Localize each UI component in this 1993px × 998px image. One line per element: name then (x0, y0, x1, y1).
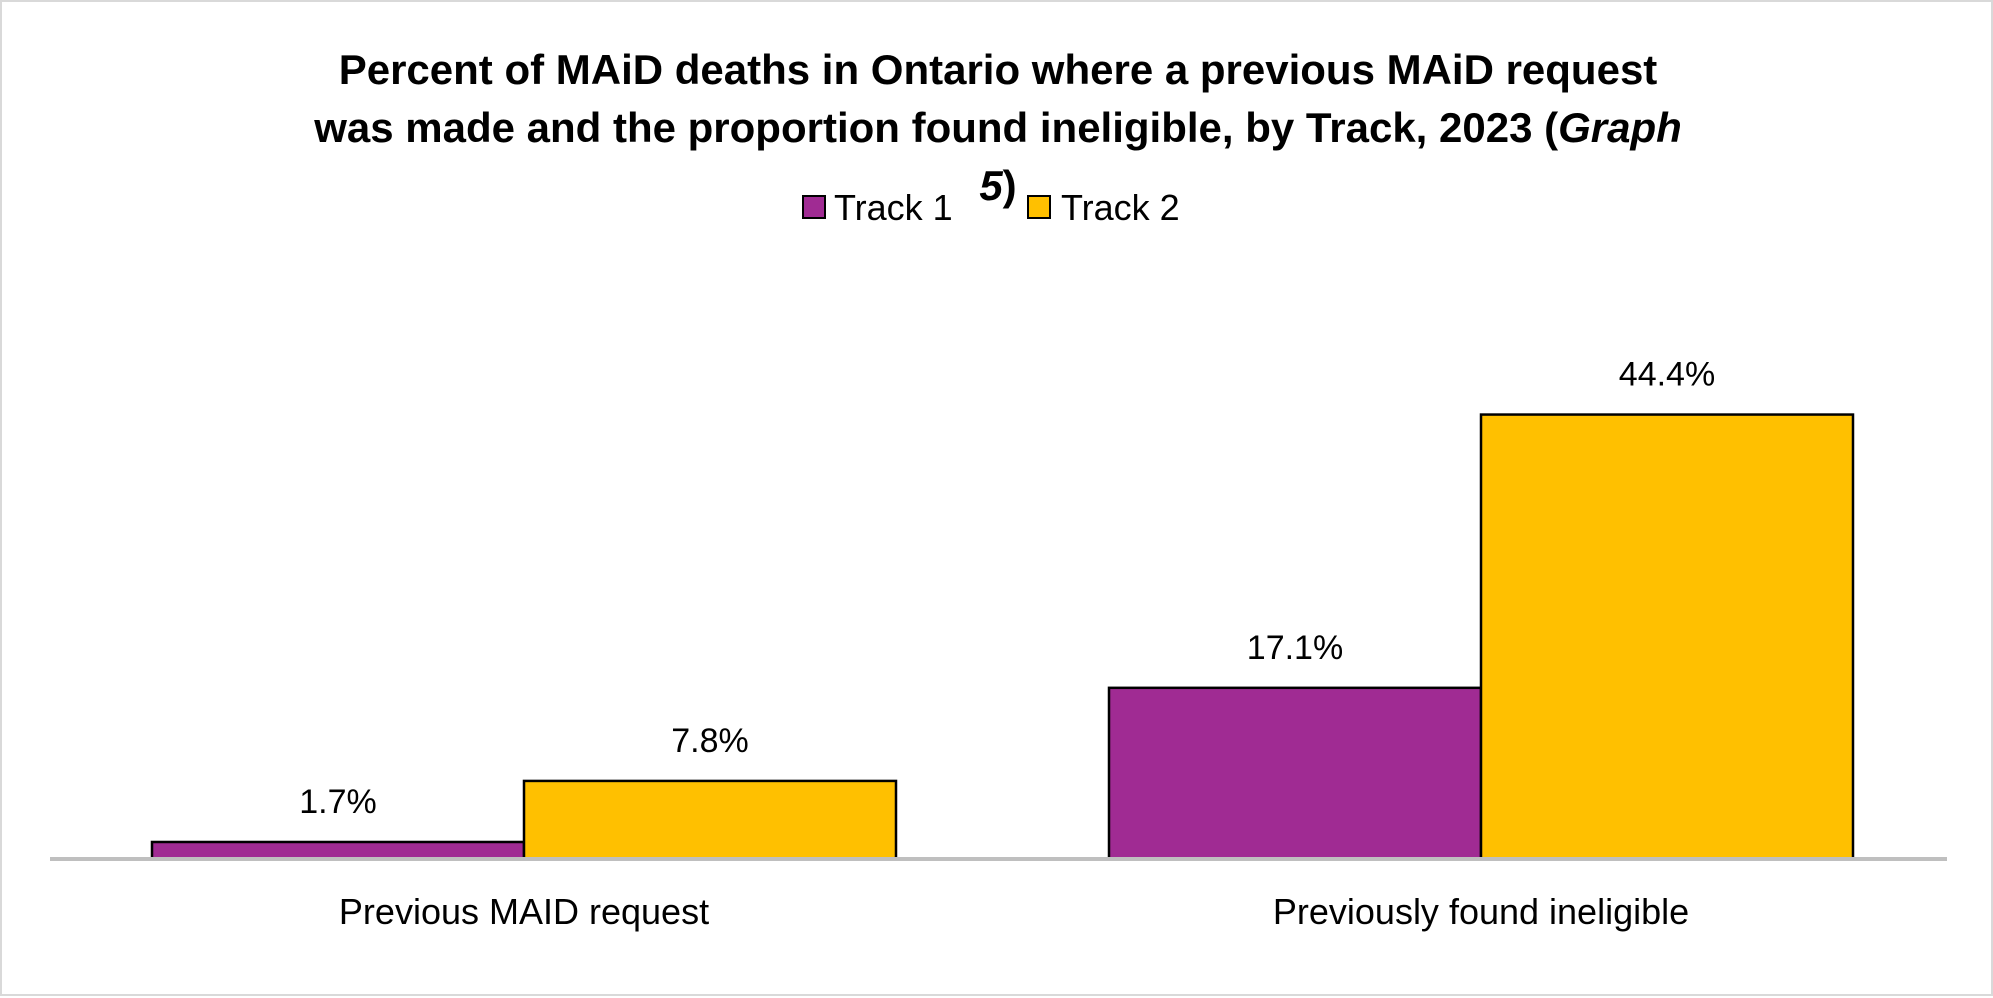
legend-label-track-1: Track 1 (834, 187, 953, 228)
legend-swatch-track-1 (802, 195, 826, 219)
bar-track-2-cat-1 (522, 779, 898, 861)
chart-title-line-3-regular: ) (1003, 162, 1017, 209)
category-label-2: Previously found ineligible (1273, 891, 1689, 932)
chart-title-line-1: Percent of MAiD deaths in Ontario where … (339, 46, 1658, 93)
chart-data-labels: 1.7% 7.8% 17.1% 44.4% (299, 356, 1715, 821)
legend-swatch-track-2 (1027, 195, 1051, 219)
data-label-track-1-cat-2: 17.1% (1247, 629, 1343, 667)
bar-track-1-cat-1 (150, 840, 526, 861)
chart-bars (150, 413, 1855, 861)
chart-title-line-2: was made and the proportion found inelig… (313, 104, 1682, 151)
data-label-track-1-cat-1: 1.7% (299, 783, 377, 821)
legend-label-track-2: Track 2 (1061, 187, 1180, 228)
chart-title-line-2-regular: was made and the proportion found inelig… (313, 104, 1558, 151)
chart-title-line-2-italic: Graph (1558, 104, 1682, 151)
chart-legend: Track 1 Track 2 (802, 187, 1180, 228)
category-label-1: Previous MAID request (339, 891, 709, 932)
data-label-track-2-cat-1: 7.8% (671, 722, 749, 760)
x-axis-category-labels: Previous MAID request Previously found in… (339, 891, 1689, 932)
bar-track-2-cat-2 (1479, 413, 1855, 861)
chart-title-line-3: 5) (979, 162, 1016, 209)
data-label-track-2-cat-2: 44.4% (1619, 356, 1715, 394)
bar-track-1-cat-2 (1107, 686, 1483, 861)
chart-title-line-3-italic: 5 (979, 162, 1003, 209)
